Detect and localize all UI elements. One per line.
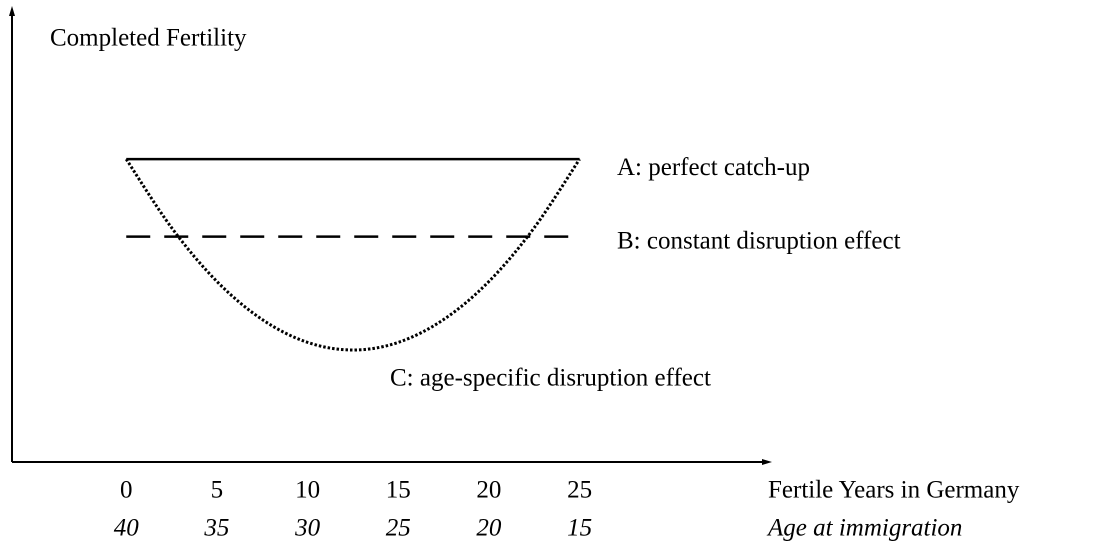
x-tick-label: 25 [567,477,592,504]
x-label: Fertile Years in Germany [768,477,1020,504]
x-tick-label: 5 [211,477,224,504]
series-label: C: age-specific disruption effect [390,365,711,392]
x-tick-label: 20 [476,477,501,504]
x2-tick-label: 25 [386,515,411,542]
x2-tick-label: 35 [203,515,229,542]
series-label: A: perfect catch-up [617,154,810,181]
x2-tick-label: 40 [114,515,140,542]
y-arrow [9,6,15,16]
x-arrow [762,459,772,465]
x-tick-label: 0 [120,477,133,504]
x2-tick-label: 15 [567,515,592,542]
x2-tick-label: 30 [294,515,321,542]
x2-tick-label: 20 [476,515,502,542]
x-tick-label: 15 [386,477,411,504]
x2-label: Age at immigration [766,515,962,542]
x-tick-label: 10 [295,477,320,504]
series-line [124,158,581,352]
series-label: B: constant disruption effect [617,227,901,254]
y-label: Completed Fertility [50,25,247,52]
